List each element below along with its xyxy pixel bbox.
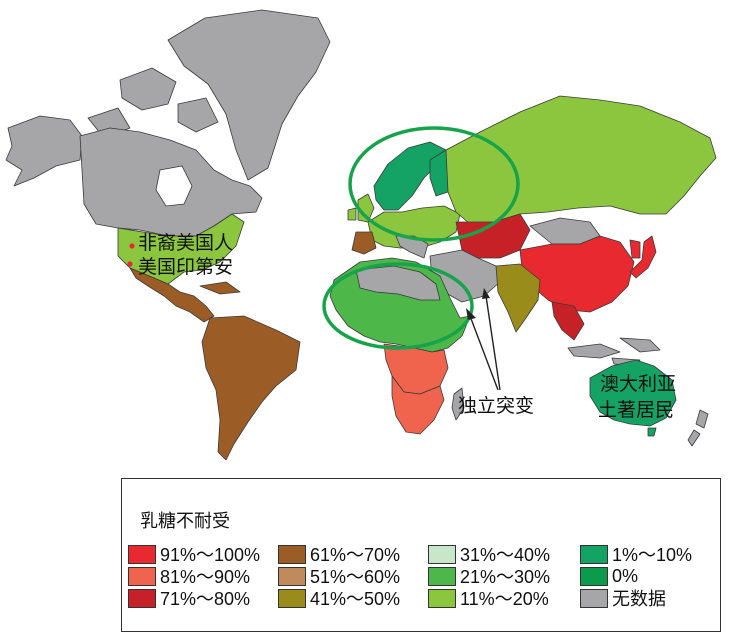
legend-item-91-100: 91%～100%	[128, 543, 260, 565]
korea	[629, 239, 641, 259]
label-aboriginal-line1: 澳大利亚	[600, 373, 676, 395]
legend-swatch	[428, 588, 456, 608]
legend-item-81-90: 81%～90%	[128, 565, 250, 587]
mutation-arrowhead-1	[466, 308, 476, 320]
tasmania	[647, 427, 657, 437]
legend-item-1-10: 1%～10%	[580, 543, 692, 565]
mexico-central-america	[129, 267, 215, 323]
label-native-american: 美国印第安	[138, 256, 233, 278]
dot-african-american	[129, 243, 135, 249]
alaska	[5, 115, 83, 187]
legend-swatch	[580, 588, 608, 608]
hudson-bay	[155, 165, 193, 207]
world-map: 非裔美国人 美国印第安 独立突变 澳大利亚 土著居民	[5, 9, 717, 461]
uk-ireland	[347, 193, 375, 223]
southern-africa	[391, 375, 445, 435]
legend-label: 31%～40%	[460, 545, 551, 565]
arctic-islands	[87, 67, 219, 139]
italy-balkans	[395, 235, 429, 259]
label-african-american: 非裔美国人	[138, 232, 233, 254]
legend-label: 61%～70%	[310, 545, 401, 565]
legend-label: 91%～100%	[160, 545, 261, 565]
ring-northern-europe	[348, 126, 520, 242]
legend-item-no-data: 无数据	[580, 587, 666, 610]
ring-west-africa	[322, 262, 474, 350]
russia	[445, 95, 717, 225]
legend-swatch	[428, 566, 456, 586]
legend-label: 81%～90%	[160, 567, 251, 587]
legend-label: 71%～80%	[160, 589, 251, 609]
legend-swatch	[128, 544, 156, 564]
south-america	[201, 315, 301, 461]
legend-swatch	[128, 588, 156, 608]
sahara	[355, 265, 441, 301]
legend-item-41-50: 41%～50%	[278, 587, 400, 609]
europe	[367, 205, 461, 249]
mutation-arrow-2	[485, 295, 501, 391]
legend-label: 41%～50%	[310, 589, 401, 609]
legend-swatch	[580, 566, 608, 586]
mutation-arrowhead-2	[482, 288, 490, 299]
southeast-asia	[551, 301, 585, 341]
label-independent-mutation: 独立突变	[458, 395, 534, 417]
legend-item-0: 0%	[580, 565, 638, 587]
new-zealand	[687, 409, 709, 447]
dot-native-american	[127, 261, 133, 267]
greenland	[167, 9, 331, 181]
legend-item-11-20: 11%～20%	[428, 587, 549, 609]
legend-label: 0%	[612, 565, 639, 586]
legend-swatch	[278, 566, 306, 586]
legend-item-31-40: 31%～40%	[428, 543, 550, 565]
label-aboriginal-line2: 土著居民	[598, 399, 674, 421]
legend-label: 21%～30%	[460, 567, 551, 587]
legend-label: 1%～10%	[612, 545, 693, 565]
legend-swatch	[580, 544, 608, 564]
japan	[629, 235, 657, 279]
legend-swatch	[278, 588, 306, 608]
legend-grid: 91%～100% 81%～90% 71%～80% 61%～70% 51%～60%…	[128, 543, 716, 610]
australia	[589, 359, 677, 427]
legend-swatch	[278, 544, 306, 564]
caribbean	[199, 281, 241, 295]
legend-title: 乳糖不耐受	[140, 511, 230, 532]
legend-swatch	[128, 566, 156, 586]
legend-item-71-80: 71%～80%	[128, 587, 250, 609]
legend-label: 无数据	[612, 589, 666, 610]
legend: 乳糖不耐受 91%～100% 81%～90% 71%～80% 61%～70% 5…	[121, 478, 721, 632]
legend-label: 11%～20%	[460, 589, 549, 609]
legend-label: 51%～60%	[310, 567, 401, 587]
mutation-arrow-1	[469, 315, 499, 391]
legend-swatch	[428, 544, 456, 564]
india	[495, 263, 541, 333]
legend-item-61-70: 61%～70%	[278, 543, 400, 565]
legend-item-21-30: 21%～30%	[428, 565, 550, 587]
indonesia	[567, 337, 661, 367]
iberia	[351, 231, 377, 255]
legend-item-51-60: 51%～60%	[278, 565, 400, 587]
madagascar	[451, 387, 465, 421]
